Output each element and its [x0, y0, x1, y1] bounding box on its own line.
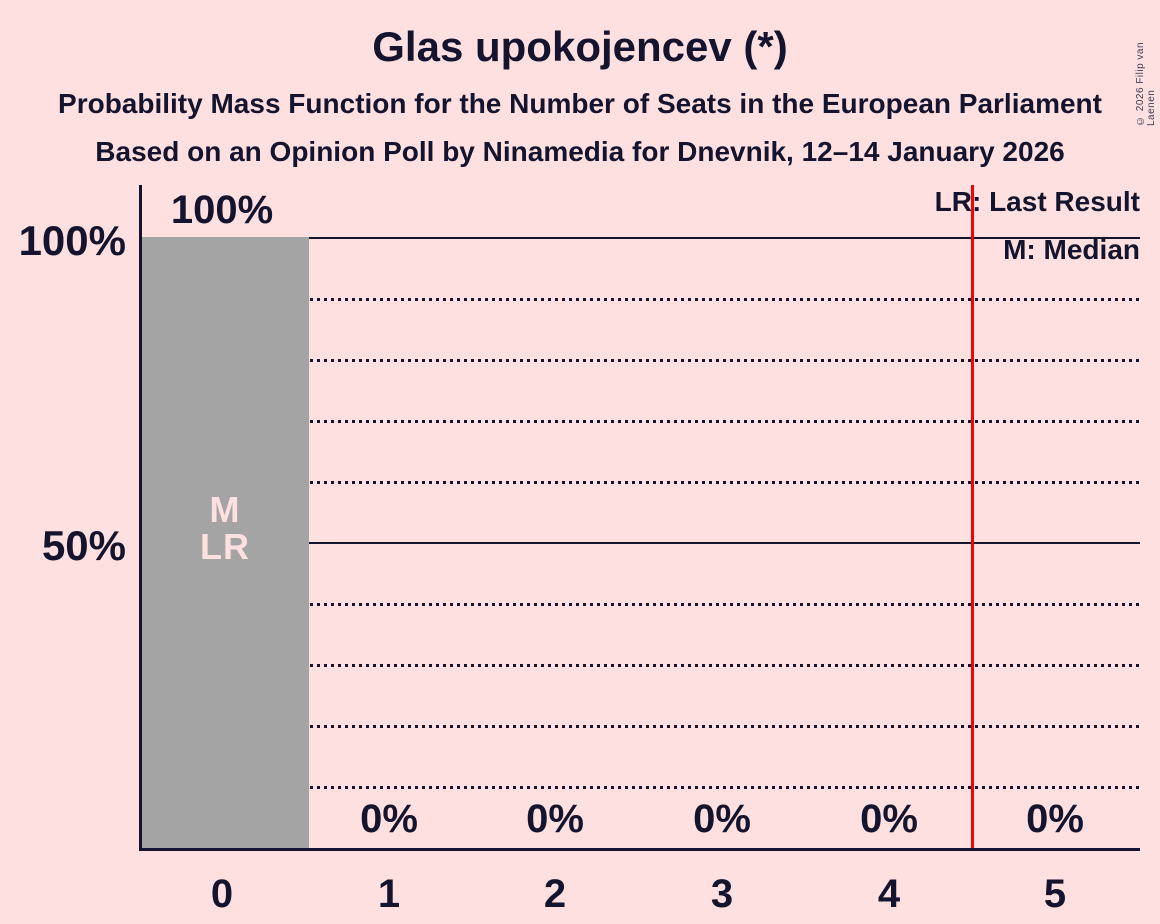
plot-area: [142, 185, 1140, 848]
gridline-10: [142, 786, 1140, 789]
gridline-100: [142, 237, 1140, 239]
bar-value-label-2: 0%: [526, 797, 584, 841]
gridline-50: [142, 542, 1140, 544]
bar-value-label-4: 0%: [860, 797, 918, 841]
last-result-red-line: [971, 185, 974, 848]
legend-last-result: LR: Last Result: [934, 186, 1140, 217]
bar-value-label-3: 0%: [693, 797, 751, 841]
bar-value-label-1: 0%: [360, 797, 418, 841]
x-tick-3: 3: [710, 872, 734, 916]
y-axis-line: [139, 185, 142, 851]
x-tick-0: 0: [210, 872, 234, 916]
last-result-marker-label: LR: [200, 526, 250, 567]
gridline-30: [142, 664, 1140, 667]
gridline-80: [142, 359, 1140, 362]
x-tick-2: 2: [543, 872, 567, 916]
gridline-70: [142, 420, 1140, 423]
bar-value-label-0: 100%: [170, 188, 274, 232]
bar-seats-0: [142, 237, 309, 848]
gridline-90: [142, 298, 1140, 301]
y-tick-50: 50%: [41, 522, 126, 569]
gridline-40: [142, 603, 1140, 606]
median-marker-label: M: [209, 489, 241, 530]
x-tick-1: 1: [377, 872, 401, 916]
bar-value-label-5: 0%: [1026, 797, 1084, 841]
y-tick-100: 100%: [18, 217, 126, 264]
x-tick-4: 4: [877, 872, 901, 916]
x-tick-5: 5: [1043, 872, 1067, 916]
gridline-20: [142, 725, 1140, 728]
x-axis-line: [139, 848, 1140, 851]
legend-median: M: Median: [1003, 234, 1140, 265]
chart-subtitle-poll: Based on an Opinion Poll by Ninamedia fo…: [95, 136, 1065, 167]
chart-subtitle-pmf: Probability Mass Function for the Number…: [58, 88, 1102, 119]
copyright-notice: © 2026 Filip van Laenen: [1135, 41, 1157, 126]
gridline-60: [142, 481, 1140, 484]
chart-title: Glas upokojencev (*): [372, 23, 788, 70]
